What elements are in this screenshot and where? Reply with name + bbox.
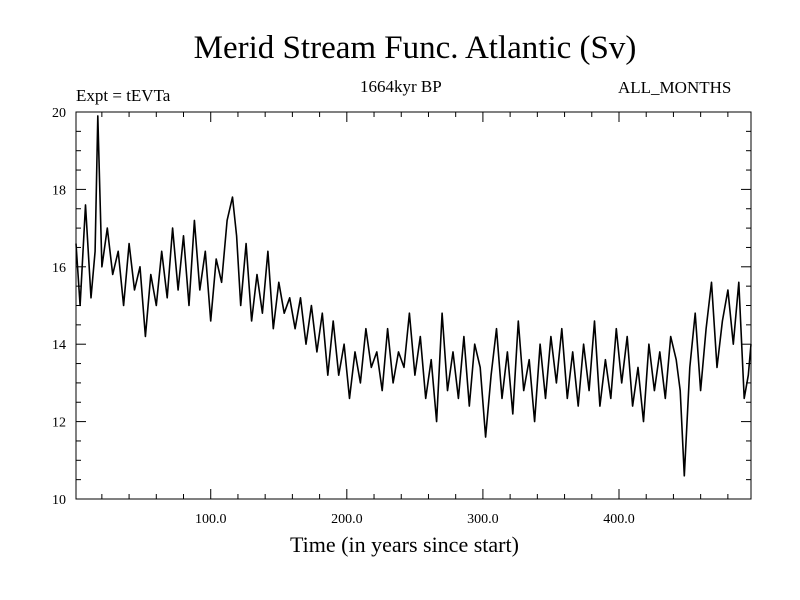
y-tick-label: 12 — [52, 416, 66, 431]
x-tick-label: 100.0 — [195, 512, 227, 527]
axis-ticks — [76, 112, 751, 499]
y-tick-label: 18 — [52, 183, 66, 198]
experiment-label: Expt = tEVTa — [76, 86, 171, 105]
chart-subtitle: 1664kyr BP — [360, 77, 442, 96]
x-tick-label: 300.0 — [467, 512, 499, 527]
y-tick-label: 14 — [52, 338, 66, 353]
y-tick-label: 16 — [52, 261, 66, 276]
chart-title: Merid Stream Func. Atlantic (Sv) — [193, 30, 637, 66]
series-line — [75, 115, 752, 477]
y-tick-label: 20 — [52, 106, 66, 121]
y-tick-label: 10 — [52, 493, 66, 508]
x-tick-label: 400.0 — [603, 512, 635, 527]
x-tick-label: 200.0 — [331, 512, 363, 527]
x-axis-label: Time (in years since start) — [290, 532, 519, 557]
axis-tick-labels: 100.0 200.0 300.0 400.0 10 12 14 16 18 20 — [52, 106, 635, 527]
plot-frame — [75, 111, 752, 500]
period-label: ALL_MONTHS — [618, 78, 732, 97]
